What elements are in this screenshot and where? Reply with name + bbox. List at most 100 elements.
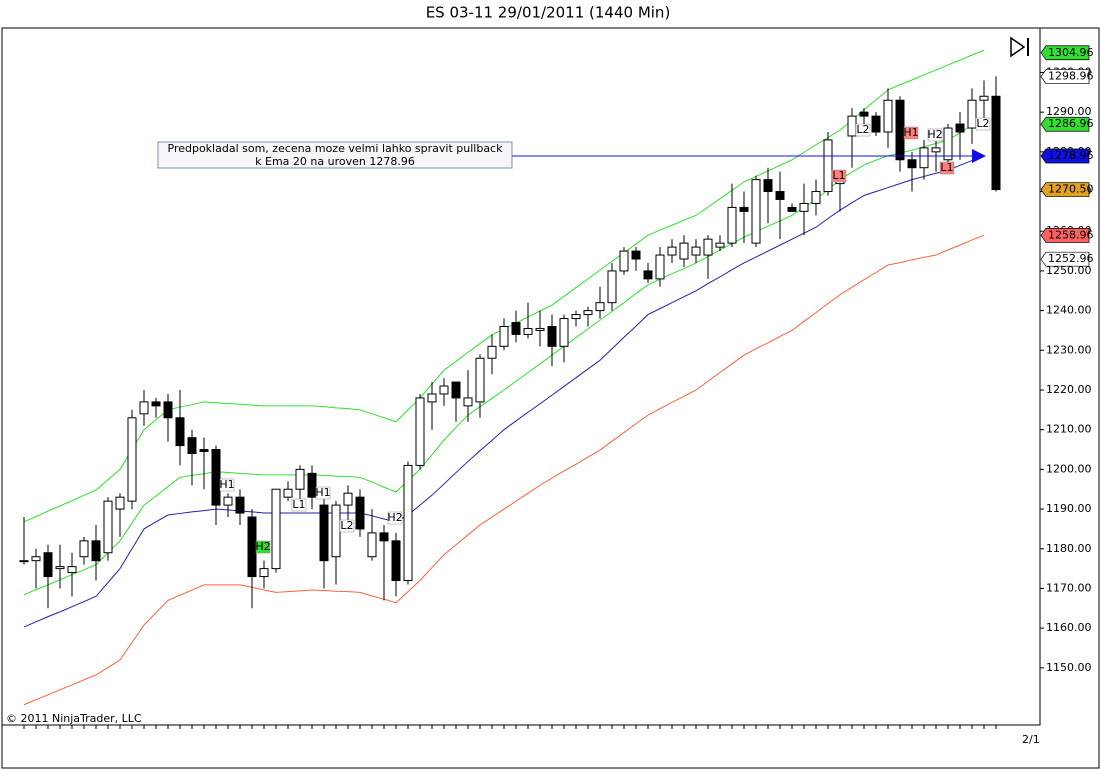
note-line: k Ema 20 na uroven 1278.96 bbox=[255, 155, 415, 168]
candle-body bbox=[847, 115, 857, 137]
candle-body bbox=[703, 238, 713, 256]
bar-label-box bbox=[939, 161, 955, 175]
y-tick-label: 1250.00 bbox=[1046, 264, 1092, 277]
y-tick-label: 1170.00 bbox=[1046, 581, 1092, 594]
candle-body bbox=[991, 95, 1001, 191]
indicator-line bbox=[23, 155, 985, 628]
candle-body bbox=[235, 496, 245, 514]
bar-label-box bbox=[903, 126, 919, 140]
y-tick-label: 1240.00 bbox=[1046, 304, 1092, 317]
copyright: © 2011 NinjaTrader, LLC bbox=[6, 712, 142, 725]
y-tick-label: 1290.00 bbox=[1046, 105, 1092, 118]
candle-body bbox=[523, 327, 533, 335]
candle-body bbox=[151, 401, 161, 407]
candle-body bbox=[379, 532, 389, 542]
bar-label: H1 bbox=[903, 126, 918, 139]
candle-body bbox=[451, 381, 461, 399]
candle-body bbox=[91, 540, 101, 562]
arrow-head bbox=[972, 148, 986, 163]
play-icon[interactable] bbox=[1010, 36, 1026, 58]
price-marker bbox=[1040, 182, 1090, 197]
bar-label-box bbox=[339, 519, 355, 533]
candle-body bbox=[907, 159, 917, 169]
bar-label-box bbox=[315, 486, 331, 500]
candle-body bbox=[679, 242, 689, 260]
candle-body bbox=[475, 357, 485, 403]
candle-body bbox=[511, 322, 521, 335]
bar-label: L1 bbox=[940, 161, 953, 174]
candle-body bbox=[559, 318, 569, 347]
price-marker-label: 1298.96 bbox=[1048, 70, 1094, 83]
note-box bbox=[157, 141, 513, 169]
bar-label-box bbox=[831, 169, 847, 183]
candle-body bbox=[115, 496, 125, 510]
bar-label: L2 bbox=[976, 117, 989, 130]
price-marker-label: 1286.96 bbox=[1048, 117, 1094, 130]
bar-label: H2 bbox=[387, 511, 402, 524]
scroll-icon[interactable] bbox=[1010, 36, 1029, 58]
price-marker-label: 1270.50 bbox=[1048, 183, 1094, 196]
candle-body bbox=[727, 206, 737, 244]
candle-body bbox=[811, 191, 821, 204]
candle-body bbox=[439, 385, 449, 395]
y-tick-label: 1210.00 bbox=[1046, 423, 1092, 436]
candle-body bbox=[595, 302, 605, 312]
candle-body bbox=[823, 139, 833, 193]
candle-body bbox=[883, 99, 893, 133]
candle-body bbox=[139, 401, 149, 415]
candle-body bbox=[631, 250, 641, 260]
candle-body bbox=[619, 250, 629, 272]
y-tick-label: 1200.00 bbox=[1046, 462, 1092, 475]
bar-label: H1 bbox=[219, 478, 234, 491]
price-marker bbox=[1040, 116, 1090, 132]
y-tick-label: 1180.00 bbox=[1046, 542, 1092, 555]
candle-body bbox=[931, 147, 941, 153]
candle-body bbox=[955, 123, 965, 133]
y-tick-label: 1190.00 bbox=[1046, 502, 1092, 515]
candle-body bbox=[775, 191, 785, 200]
candle-body bbox=[127, 417, 137, 502]
bar-label-box bbox=[291, 498, 307, 512]
bar-label: L2 bbox=[856, 123, 869, 136]
candle-body bbox=[283, 488, 293, 498]
indicator-line bbox=[23, 234, 985, 706]
candle-body bbox=[103, 500, 113, 554]
candle-body bbox=[799, 202, 809, 212]
bar-label: L1 bbox=[292, 498, 305, 511]
candle-body bbox=[199, 449, 209, 453]
candle-body bbox=[295, 468, 305, 490]
price-marker bbox=[1040, 228, 1090, 243]
bar-label-box bbox=[387, 511, 403, 525]
price-marker-label: 1252.96 bbox=[1048, 252, 1094, 265]
candle-body bbox=[571, 314, 581, 320]
candle-body bbox=[535, 327, 545, 331]
chart-title: ES 03-11 29/01/2011 (1440 Min) bbox=[426, 4, 671, 22]
bar-label-box bbox=[927, 128, 943, 142]
candle-body bbox=[355, 496, 365, 530]
candle-body bbox=[403, 464, 413, 582]
price-marker-label: 1258.96 bbox=[1048, 228, 1094, 241]
candle-body bbox=[211, 449, 221, 506]
outer-frame bbox=[1, 27, 1100, 769]
candle-body bbox=[487, 345, 497, 359]
bar-label-box bbox=[255, 540, 271, 554]
indicator-line bbox=[23, 117, 985, 596]
candle-body bbox=[583, 310, 593, 316]
candle-body bbox=[79, 540, 89, 558]
candle-body bbox=[19, 560, 29, 563]
price-marker-label: 1304.96 bbox=[1048, 46, 1094, 59]
bar-label-box bbox=[975, 117, 991, 131]
candle-body bbox=[67, 566, 77, 574]
candle-body bbox=[463, 397, 473, 407]
candle-body bbox=[175, 417, 185, 447]
candle-body bbox=[31, 556, 41, 562]
candle-body bbox=[307, 472, 317, 498]
candle-body bbox=[427, 393, 437, 403]
price-marker bbox=[1040, 45, 1090, 61]
bar-label-box bbox=[219, 478, 235, 492]
price-marker bbox=[1040, 69, 1090, 84]
candle-body bbox=[367, 532, 377, 558]
